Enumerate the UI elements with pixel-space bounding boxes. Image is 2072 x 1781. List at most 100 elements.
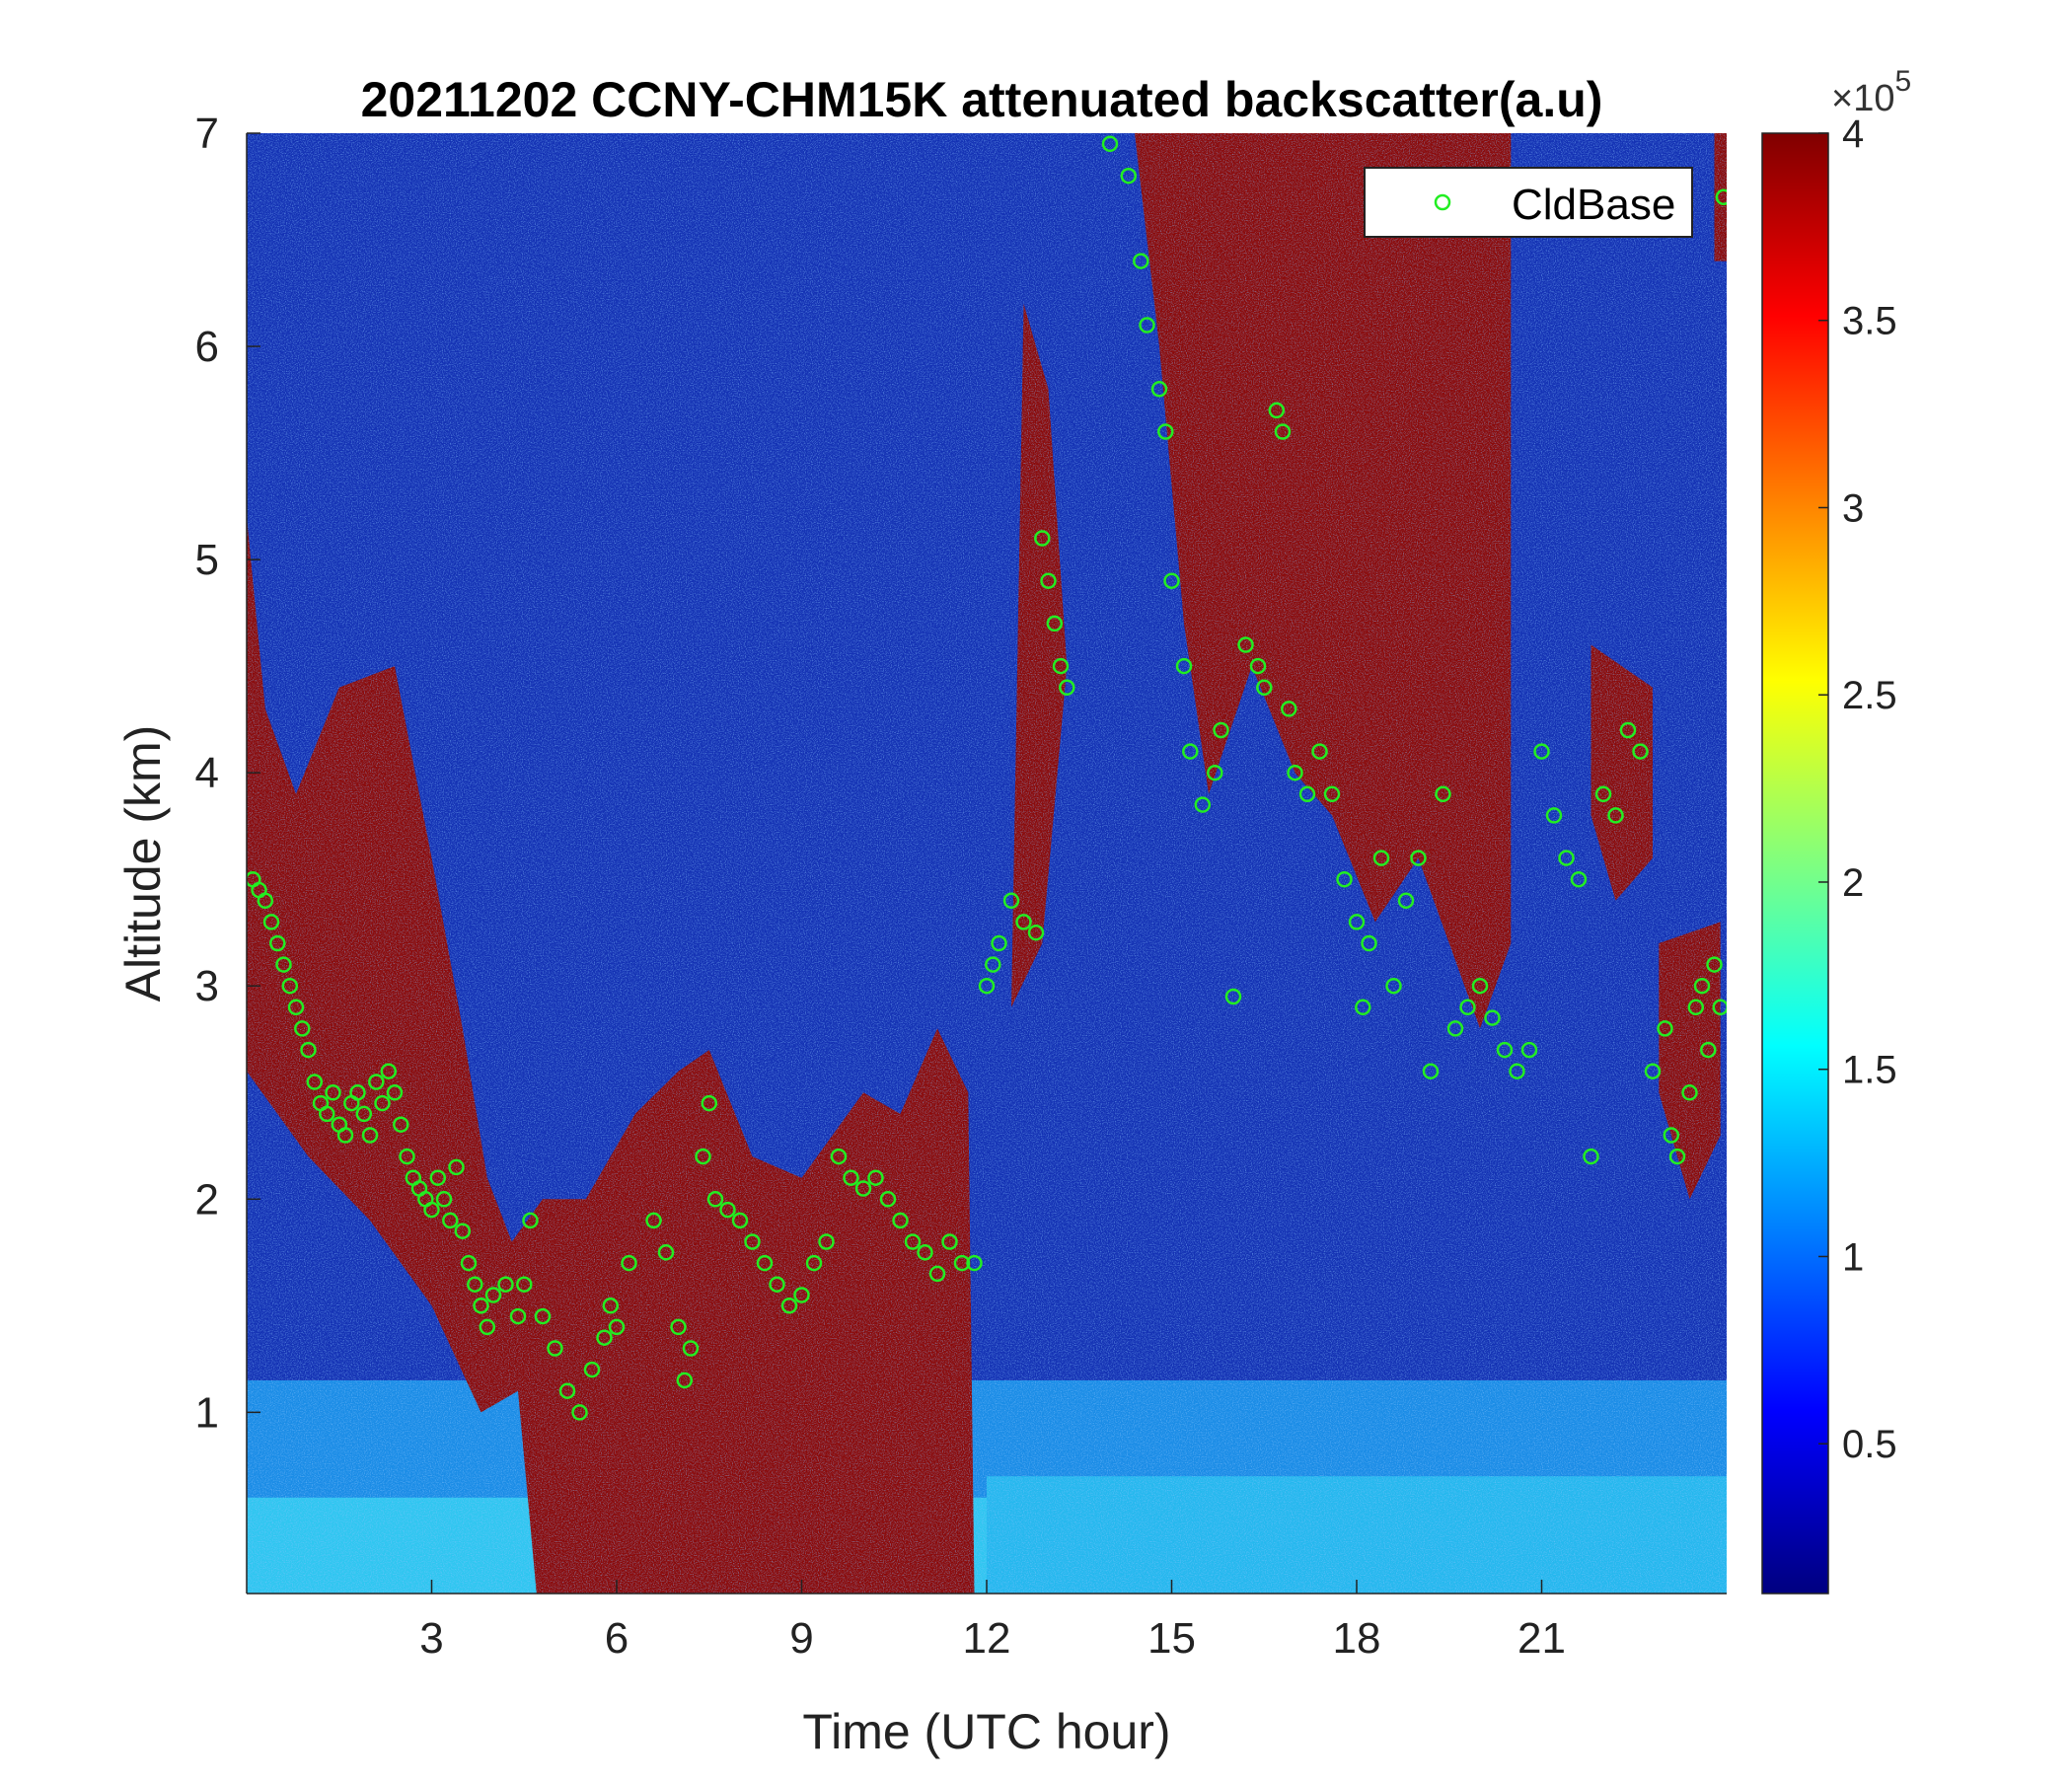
cldbase-point — [429, 1169, 447, 1186]
cldbase-point — [1372, 850, 1390, 866]
cldbase-point — [1046, 615, 1064, 632]
cldbase-point — [336, 1127, 354, 1144]
x-tick-label: 3 — [419, 1614, 443, 1663]
cldbase-point — [1700, 1041, 1717, 1059]
cldbase-point — [1268, 402, 1286, 419]
cldbase-point — [1385, 977, 1402, 995]
cldbase-point — [1558, 850, 1575, 866]
cldbase-point — [1015, 914, 1032, 930]
y-tick-label: 3 — [195, 962, 219, 1010]
colorbar-tick-label: 2 — [1842, 861, 1864, 905]
cldbase-point — [917, 1244, 933, 1261]
cldbase-point — [1150, 381, 1168, 398]
cldbase-point — [706, 1191, 724, 1208]
noise-overlay — [247, 133, 1727, 1594]
cldbase-point — [368, 1074, 385, 1090]
colorbar-tick-label: 3 — [1842, 486, 1864, 530]
cldbase-point — [596, 1329, 613, 1346]
cldbase-point — [423, 1201, 440, 1219]
cldbase-point — [719, 1201, 736, 1219]
cldbase-point — [1298, 785, 1316, 803]
cldbase-point — [1101, 135, 1119, 153]
cldbase-point — [1657, 1020, 1673, 1037]
colorbar-tick-label: 1.5 — [1842, 1049, 1897, 1092]
cldbase-point — [1139, 317, 1155, 334]
cldbase-point — [1287, 764, 1303, 781]
cldbase-point — [731, 1212, 749, 1229]
cldbase-series — [247, 135, 1727, 1421]
cldbase-point — [1471, 977, 1489, 995]
cldbase-point — [1194, 796, 1212, 813]
y-tick-label: 2 — [195, 1175, 219, 1224]
cldbase-point — [547, 1340, 563, 1357]
cldbase-point — [1533, 743, 1550, 760]
cldbase-point — [534, 1307, 552, 1325]
x-tick-label: 12 — [963, 1614, 1011, 1663]
colorbar-tick-label: 4 — [1842, 112, 1864, 156]
x-tick-label: 9 — [789, 1614, 813, 1663]
cldbase-point — [294, 1020, 311, 1037]
cldbase-point — [1693, 977, 1711, 995]
cldbase-point — [818, 1233, 835, 1250]
cldbase-point — [953, 1254, 971, 1272]
cldbase-point — [325, 1084, 341, 1101]
cldbase-point — [1323, 785, 1341, 803]
cldbase-point — [1175, 657, 1193, 675]
cldbase-point — [1410, 850, 1427, 866]
x-axis: 3 6 9 12 15 18 21 — [247, 1580, 1727, 1663]
x-tick-label: 21 — [1517, 1614, 1566, 1663]
cldbase-point — [1163, 572, 1180, 589]
y-tick-label: 5 — [195, 536, 219, 584]
cldbase-point — [1348, 914, 1366, 930]
cldbase-point — [306, 1074, 324, 1090]
cldbase-point — [1361, 934, 1377, 952]
cldbase-point — [1157, 423, 1174, 440]
cldbase-point — [867, 1169, 884, 1186]
cldbase-point — [460, 1254, 478, 1272]
legend: CldBase — [1364, 167, 1693, 238]
cldbase-point — [843, 1169, 859, 1186]
cldbase-point — [928, 1265, 946, 1283]
cldbase-point — [1281, 701, 1297, 717]
x-tick-label: 18 — [1333, 1614, 1381, 1663]
legend-marker-cldbase — [1434, 193, 1451, 211]
cldbase-point — [1224, 988, 1242, 1005]
cldbase-point — [1583, 1148, 1599, 1165]
cldbase-point — [756, 1254, 774, 1272]
cldbase-point — [793, 1287, 810, 1303]
cldbase-point — [497, 1276, 514, 1293]
cldbase-point — [509, 1307, 527, 1325]
cldbase-point — [448, 1158, 465, 1176]
colorbar-tick-label: 0.5 — [1842, 1423, 1897, 1466]
cldbase-point — [1570, 870, 1588, 888]
cldbase-point — [1027, 924, 1045, 941]
cldbase-point — [608, 1318, 626, 1336]
colorbar-multiplier-exponent: 5 — [1894, 65, 1911, 98]
cldbase-point — [571, 1404, 588, 1421]
cldbase-point — [1120, 167, 1138, 185]
cldbase-point — [670, 1318, 687, 1336]
cldbase-point — [676, 1372, 694, 1389]
cldbase-point — [516, 1276, 533, 1293]
cldbase-point — [879, 1191, 897, 1208]
cldbase-point — [805, 1254, 823, 1272]
cldbase-point — [1002, 892, 1020, 910]
cldbase-point — [1687, 999, 1705, 1016]
x-tick-label: 15 — [1147, 1614, 1196, 1663]
legend-box — [1364, 167, 1693, 238]
cldbase-point — [399, 1148, 415, 1165]
cldbase-point — [1509, 1063, 1525, 1079]
cldbase-point — [355, 1105, 373, 1123]
cldbase-point — [602, 1298, 620, 1314]
cldbase-point — [701, 1094, 718, 1112]
colorbar-ticks: 0.5 1 1.5 2 2.5 3 3.5 4 — [1818, 112, 1897, 1466]
chart-title: 20211202 CCNY-CHM15K attenuated backscat… — [361, 72, 1603, 127]
cldbase-point — [991, 934, 1007, 952]
cldbase-point — [941, 1233, 958, 1250]
cldbase-point — [1052, 657, 1070, 675]
cldbase-point — [1607, 807, 1624, 824]
cldbase-point — [361, 1127, 379, 1144]
cldbase-point — [393, 1116, 409, 1133]
